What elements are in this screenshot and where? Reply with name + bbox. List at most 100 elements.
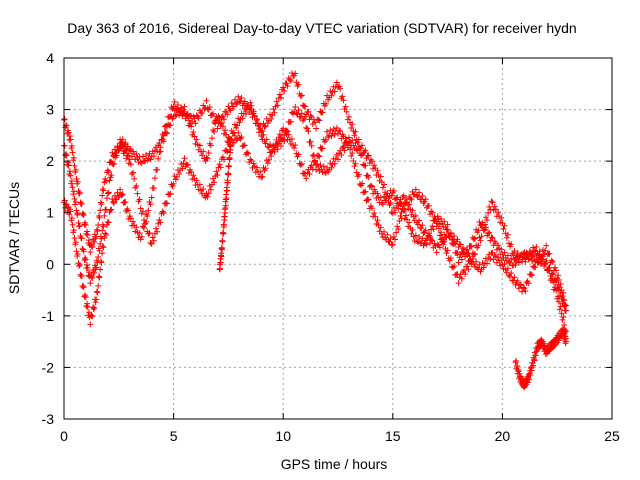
data-point <box>515 368 522 375</box>
data-point <box>207 142 214 149</box>
data-point <box>337 128 344 135</box>
data-point <box>284 128 291 135</box>
data-point <box>467 243 474 250</box>
data-point <box>283 127 290 134</box>
data-point <box>247 156 254 163</box>
data-point <box>436 232 443 239</box>
data-point <box>349 121 356 128</box>
data-point <box>119 136 126 143</box>
y-tick-label: 1 <box>46 205 54 221</box>
data-point <box>527 271 534 278</box>
data-point <box>390 187 397 194</box>
data-point <box>136 230 143 237</box>
data-point <box>498 246 505 253</box>
data-point <box>486 203 493 210</box>
data-point <box>405 201 412 208</box>
data-point <box>256 129 263 136</box>
data-point <box>271 109 278 116</box>
data-point <box>508 255 515 262</box>
data-point <box>519 256 526 263</box>
data-point <box>468 259 475 266</box>
data-point <box>81 293 88 300</box>
data-point <box>543 258 550 265</box>
data-point <box>68 215 75 222</box>
data-point <box>84 300 91 307</box>
data-point <box>104 190 111 197</box>
data-point <box>444 221 451 228</box>
data-point <box>199 152 206 159</box>
data-point <box>227 136 234 143</box>
data-point <box>409 227 416 234</box>
data-point <box>74 250 81 257</box>
data-point <box>559 316 566 323</box>
data-point <box>67 136 74 143</box>
data-point <box>65 162 72 169</box>
data-point <box>264 160 271 167</box>
data-point <box>468 243 475 250</box>
data-point <box>236 98 243 105</box>
data-point <box>315 152 322 159</box>
data-point <box>217 265 224 272</box>
data-point <box>68 180 75 187</box>
data-point <box>99 250 106 257</box>
data-point <box>391 236 398 243</box>
data-point <box>274 146 281 153</box>
data-point <box>171 107 178 114</box>
data-point <box>219 123 226 130</box>
data-point <box>331 160 338 167</box>
data-point <box>250 160 257 167</box>
data-point <box>211 179 218 186</box>
data-point <box>451 240 458 247</box>
data-point <box>183 161 190 168</box>
data-point <box>204 155 211 162</box>
data-point <box>167 122 174 129</box>
data-point <box>484 260 491 267</box>
data-point <box>292 142 299 149</box>
data-point <box>259 173 266 180</box>
data-point <box>184 161 191 168</box>
data-point <box>504 252 511 259</box>
data-points <box>61 70 569 391</box>
data-point <box>422 227 429 234</box>
data-point <box>103 231 110 238</box>
data-point <box>388 192 395 199</box>
data-point <box>522 288 529 295</box>
data-point <box>511 248 518 255</box>
data-point <box>359 180 366 187</box>
data-point <box>253 117 260 124</box>
data-point <box>221 116 228 123</box>
data-point <box>416 217 423 224</box>
data-point <box>396 200 403 207</box>
data-point <box>340 97 347 104</box>
data-point <box>441 218 448 225</box>
data-point <box>327 127 334 134</box>
data-point <box>416 233 423 240</box>
data-point <box>415 221 422 228</box>
data-point <box>532 352 539 359</box>
data-point <box>214 125 221 132</box>
series-track-d <box>216 142 234 273</box>
data-point <box>281 137 288 144</box>
data-point <box>271 148 278 155</box>
data-point <box>63 201 70 208</box>
data-point <box>149 234 156 241</box>
data-point <box>222 127 229 134</box>
data-point <box>487 256 494 263</box>
data-point <box>87 249 94 256</box>
data-point <box>549 271 556 278</box>
data-point <box>295 107 302 114</box>
data-point <box>170 180 177 187</box>
data-point <box>427 233 434 240</box>
data-point <box>482 214 489 221</box>
data-point <box>196 181 203 188</box>
data-point <box>542 261 549 268</box>
data-point <box>528 272 535 279</box>
data-point <box>479 219 486 226</box>
data-point <box>447 230 454 237</box>
data-point <box>181 155 188 162</box>
data-point <box>227 142 234 149</box>
data-point <box>105 168 112 175</box>
data-point <box>91 238 98 245</box>
data-point <box>87 280 94 287</box>
data-point <box>82 221 89 228</box>
